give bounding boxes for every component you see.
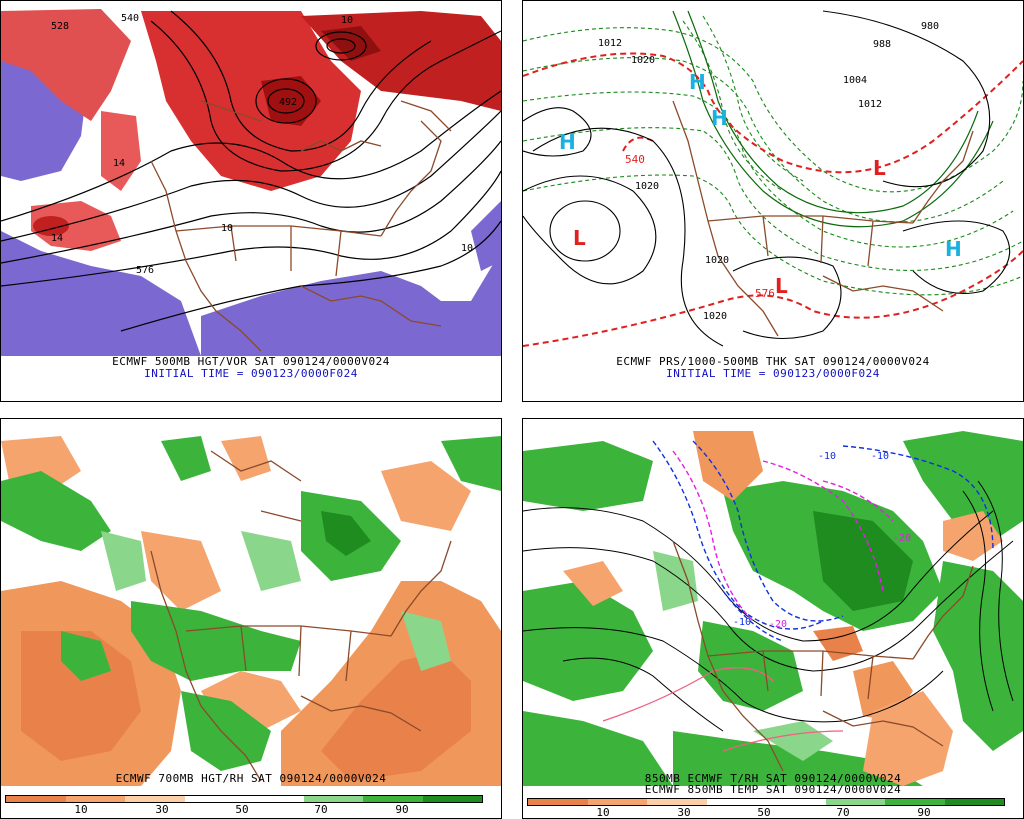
isobar-label: 988 <box>873 39 891 50</box>
colorbar-segment <box>363 796 423 802</box>
thickness-label: 576 <box>755 287 775 300</box>
colorbar-segment <box>885 799 945 805</box>
isobar-label: 1012 <box>598 38 622 49</box>
contour-label: 540 <box>121 13 139 24</box>
colorbar-segment <box>706 799 766 805</box>
map-500mb: 528 540 576 10 14 14 492 10 10 <box>1 1 501 356</box>
colorbar-700mb-rh: 10 30 50 70 90 <box>5 795 483 817</box>
colorbar-segment <box>125 796 185 802</box>
isobar-label: 1004 <box>843 75 867 86</box>
colorbar-tick: 10 <box>596 806 610 819</box>
colorbar-segment <box>422 796 482 802</box>
contour-label: 10 <box>341 15 353 26</box>
thickness-label: 540 <box>625 153 645 166</box>
colorbar-segment <box>944 799 1004 805</box>
contour-label: 576 <box>136 265 154 276</box>
colorbar-tick: 30 <box>677 806 691 819</box>
temp-label: -20 <box>893 533 911 544</box>
temp-label: -20 <box>769 619 787 630</box>
isobar-label: 1020 <box>631 55 655 66</box>
contour-label: 528 <box>51 21 69 32</box>
map-prs-thk: 1020 1012 1020 1020 1020 1004 1012 988 9… <box>523 1 1023 356</box>
isobar-label: 1020 <box>705 255 729 266</box>
colorbar-segment <box>303 796 363 802</box>
temp-label: -10 <box>733 617 751 628</box>
colorbar-tick: 10 <box>74 803 88 816</box>
colorbar-segment <box>184 796 244 802</box>
colorbar-segment <box>244 796 304 802</box>
temp-label: -10 <box>818 451 836 462</box>
colorbar-segment <box>647 799 707 805</box>
map-700mb <box>1 431 501 786</box>
contour-label: 10 <box>221 223 233 234</box>
isobar-label: 980 <box>921 21 939 32</box>
colorbar-segment <box>766 799 826 805</box>
colorbar-segment <box>65 796 125 802</box>
colorbar-tick: 90 <box>395 803 409 816</box>
isobar-label: 1020 <box>703 311 727 322</box>
panel-caption: 850MB ECMWF T/RH SAT 090124/0000V024 <box>644 772 902 785</box>
colorbar-tick: 30 <box>155 803 169 816</box>
isobar-label: 1012 <box>858 99 882 110</box>
high-pressure-marker: H <box>559 130 576 154</box>
colorbar-850mb-rh: 10 30 50 70 90 <box>527 798 1005 819</box>
colorbar-tick: 90 <box>917 806 931 819</box>
colorbar-tick: 70 <box>314 803 328 816</box>
colorbar-segment <box>528 799 588 805</box>
low-pressure-marker: L <box>873 156 886 180</box>
contour-label: 14 <box>113 158 125 169</box>
panel-500mb-hgt-vor: 528 540 576 10 14 14 492 10 10 ECMWF 500… <box>0 0 502 402</box>
colorbar-tick: 50 <box>235 803 249 816</box>
colorbar-tick: 70 <box>836 806 850 819</box>
contour-label: 10 <box>461 243 473 254</box>
contour-label: 14 <box>51 233 63 244</box>
map-850mb: -10 -10 -20 -10 -20 <box>523 431 1023 786</box>
panel-initial-time: INITIAL TIME = 090123/0000F024 <box>666 367 880 380</box>
panel-caption: ECMWF 500MB HGT/VOR SAT 090124/0000V024 <box>112 355 390 368</box>
high-pressure-marker: H <box>689 70 706 94</box>
colorbar-tick: 50 <box>757 806 771 819</box>
high-pressure-marker: H <box>945 237 962 261</box>
panel-caption: ECMWF PRS/1000-500MB THK SAT 090124/0000… <box>616 355 930 368</box>
panel-850mb-t-rh: -10 -10 -20 -10 -20 850MB ECMWF T/RH SAT… <box>522 418 1024 819</box>
panel-caption: ECMWF 700MB HGT/RH SAT 090124/0000V024 <box>115 772 387 785</box>
panel-700mb-hgt-rh: ECMWF 700MB HGT/RH SAT 090124/0000V024 1… <box>0 418 502 819</box>
panel-initial-time: INITIAL TIME = 090123/0000F024 <box>144 367 358 380</box>
low-pressure-marker: L <box>573 226 586 250</box>
colorbar-segment <box>6 796 66 802</box>
colorbar-segment <box>825 799 885 805</box>
colorbar-segment <box>587 799 647 805</box>
panel-caption-secondary: ECMWF 850MB TEMP SAT 090124/0000V024 <box>644 783 902 796</box>
contour-label: 492 <box>279 97 297 108</box>
panel-prs-thickness: 1020 1012 1020 1020 1020 1004 1012 988 9… <box>522 0 1024 402</box>
isobar-label: 1020 <box>635 181 659 192</box>
temp-label: -10 <box>871 451 889 462</box>
high-pressure-marker: H <box>711 106 728 130</box>
low-pressure-marker: L <box>775 274 788 298</box>
